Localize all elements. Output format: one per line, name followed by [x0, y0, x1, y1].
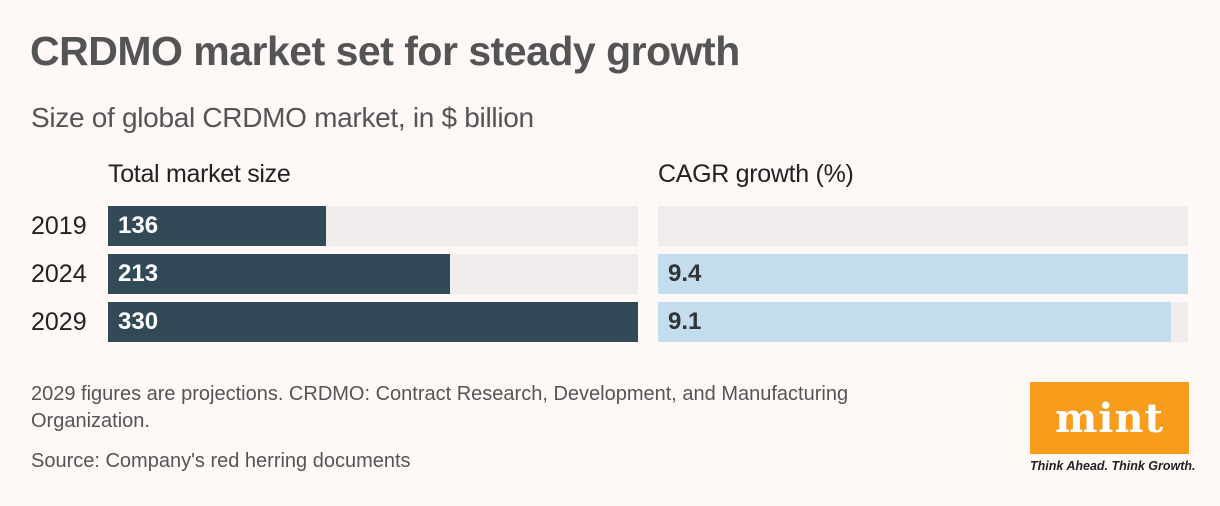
bar-value-label: 9.1: [668, 308, 702, 335]
market-bar: [108, 206, 327, 246]
cagr-bar: [658, 302, 1172, 342]
bar-value-label: 136: [118, 212, 159, 239]
mint-logo: mint: [1030, 382, 1189, 454]
cagr-bar: [658, 254, 1188, 294]
footnote: 2029 figures are projections. CRDMO: Con…: [31, 383, 849, 432]
left-panel-title: Total market size: [108, 160, 291, 188]
bar-track: 9.1: [658, 302, 1188, 342]
logo-text: mint: [1054, 394, 1165, 442]
bar-track: 213: [108, 254, 638, 294]
chart-title: CRDMO market set for steady growth: [30, 28, 740, 74]
bar-value-label: 213: [118, 260, 159, 287]
right-panel-title: CAGR growth (%): [658, 160, 854, 188]
market-bar: [108, 254, 451, 294]
bar-track: [658, 206, 1188, 246]
bar-track: 330: [108, 302, 638, 342]
brand-tagline: Think Ahead. Think Growth.: [1030, 459, 1196, 473]
year-label: 2019: [31, 212, 87, 240]
chart-subtitle: Size of global CRDMO market, in $ billio…: [31, 102, 534, 133]
year-label: 2029: [31, 308, 87, 336]
market-bar: [108, 302, 638, 342]
year-label: 2024: [31, 260, 87, 288]
bar-value-label: 9.4: [668, 260, 702, 287]
bar-value-label: 330: [118, 308, 159, 335]
bar-track: 136: [108, 206, 638, 246]
bar-track: 9.4: [658, 254, 1188, 294]
source-note: Source: Company's red herring documents: [31, 450, 411, 472]
